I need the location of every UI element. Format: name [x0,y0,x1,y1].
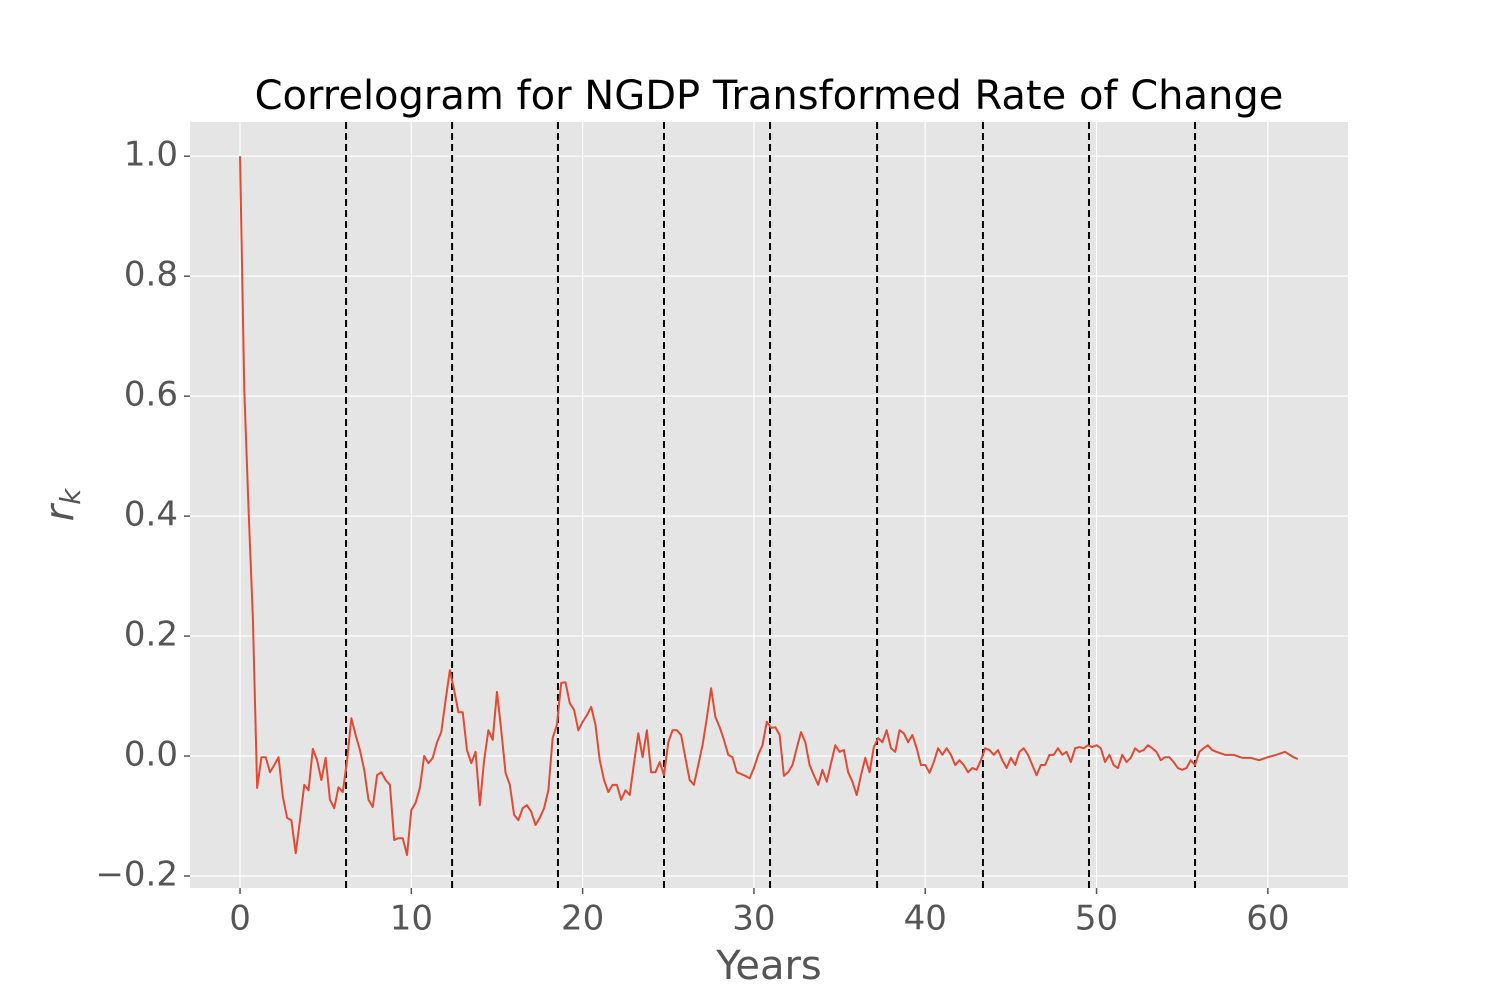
y-tick-label: 0.2 [124,615,178,655]
x-tick-label: 40 [904,899,947,939]
x-axis-label: Years [715,943,822,989]
y-tick-label: 0.8 [124,255,178,295]
x-tick-label: 50 [1075,899,1118,939]
data-line [239,156,1299,857]
marks [239,122,1299,888]
y-tick-label: 0.6 [124,375,178,415]
y-axis-label: rk [37,487,87,521]
x-tick-label: 10 [390,899,433,939]
plot-area [190,122,1348,888]
grid [190,122,1348,888]
y-axis-label-base: r [37,502,83,521]
x-tick-label: 20 [561,899,604,939]
y-tick-label: 0.4 [124,495,178,535]
x-tick-label: 30 [732,899,775,939]
x-tick-label: 0 [229,899,251,939]
y-tick-label: −0.2 [95,855,178,895]
y-axis-label-subscript: k [54,487,87,505]
x-tick-label: 60 [1246,899,1289,939]
y-tick-label: 0.0 [124,735,178,775]
chart-title: Correlogram for NGDP Transformed Rate of… [255,73,1284,119]
y-tick-label: 1.0 [124,135,178,175]
